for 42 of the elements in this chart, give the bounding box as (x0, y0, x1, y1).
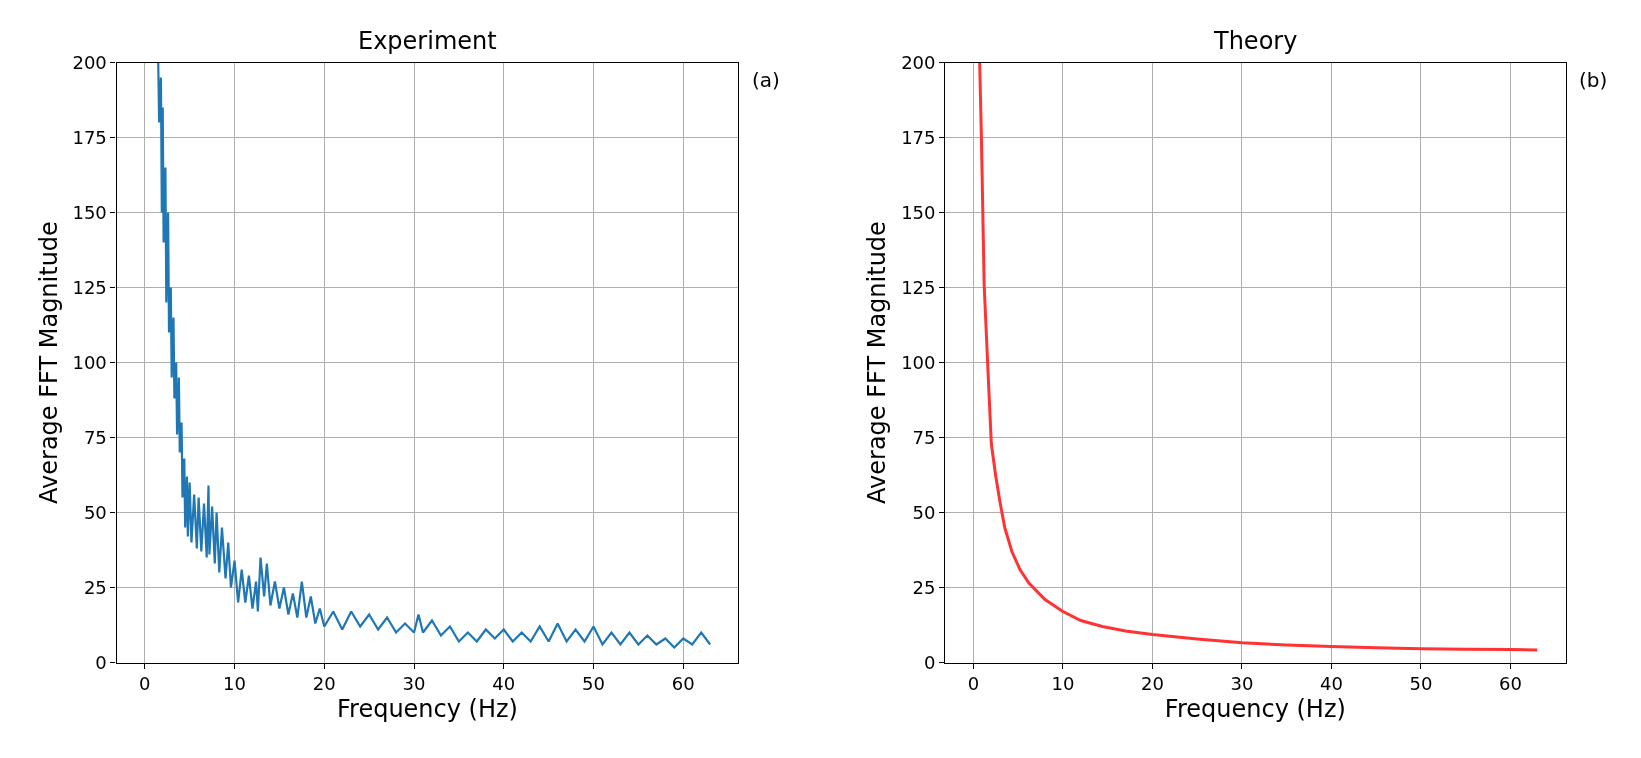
x-tick-label: 0 (139, 673, 151, 695)
y-tick-label: 25 (83, 576, 107, 598)
y-tick-label: 175 (72, 126, 107, 148)
y-tick-label: 150 (901, 201, 936, 223)
y-tick-label: 125 (901, 276, 936, 298)
x-axis-title: Frequency (Hz) (1164, 694, 1346, 723)
chart-title: Theory (1213, 27, 1298, 55)
text: (b) (1579, 68, 1608, 92)
y-axis-title: Average FFT Magnitude (34, 221, 63, 504)
y-tick-label: 25 (912, 576, 936, 598)
x-axis-title: Frequency (Hz) (336, 694, 518, 723)
x-tick-label: 10 (223, 673, 246, 695)
x-tick-label: 20 (1140, 673, 1164, 695)
y-tick-label: 0 (95, 651, 107, 673)
x-tick-label: 40 (492, 673, 516, 695)
x-tick-label: 50 (582, 673, 605, 695)
x-tick-label: 20 (312, 673, 336, 695)
x-tick-label: 40 (1319, 673, 1343, 695)
x-tick-label: 30 (402, 673, 426, 695)
x-tick-label: 30 (1230, 673, 1254, 695)
y-tick-label: 175 (901, 126, 936, 148)
text: (a) (752, 68, 780, 92)
x-tick-label: 60 (671, 673, 695, 695)
y-tick-label: 75 (912, 426, 936, 448)
x-tick-label: 10 (1051, 673, 1075, 695)
y-tick-label: 100 (901, 351, 936, 373)
y-tick-label: 75 (83, 426, 107, 448)
line-series (978, 62, 1539, 652)
chart-title: Experiment (358, 27, 497, 55)
x-tick-label: 0 (967, 673, 980, 695)
y-tick-label: 150 (72, 201, 107, 223)
x-tick-label: 50 (1409, 673, 1433, 695)
y-tick-label: 200 (72, 51, 107, 73)
y-tick-label: 100 (72, 351, 107, 373)
y-tick-label: 200 (901, 51, 936, 73)
y-tick-label: 125 (72, 276, 107, 298)
x-tick-label: 60 (1499, 673, 1522, 695)
y-tick-label: 0 (924, 651, 936, 673)
line-series (157, 62, 712, 649)
y-axis-title: Average FFT Magnitude (863, 221, 892, 504)
y-tick-label: 50 (83, 501, 107, 523)
y-tick-label: 50 (912, 501, 936, 523)
